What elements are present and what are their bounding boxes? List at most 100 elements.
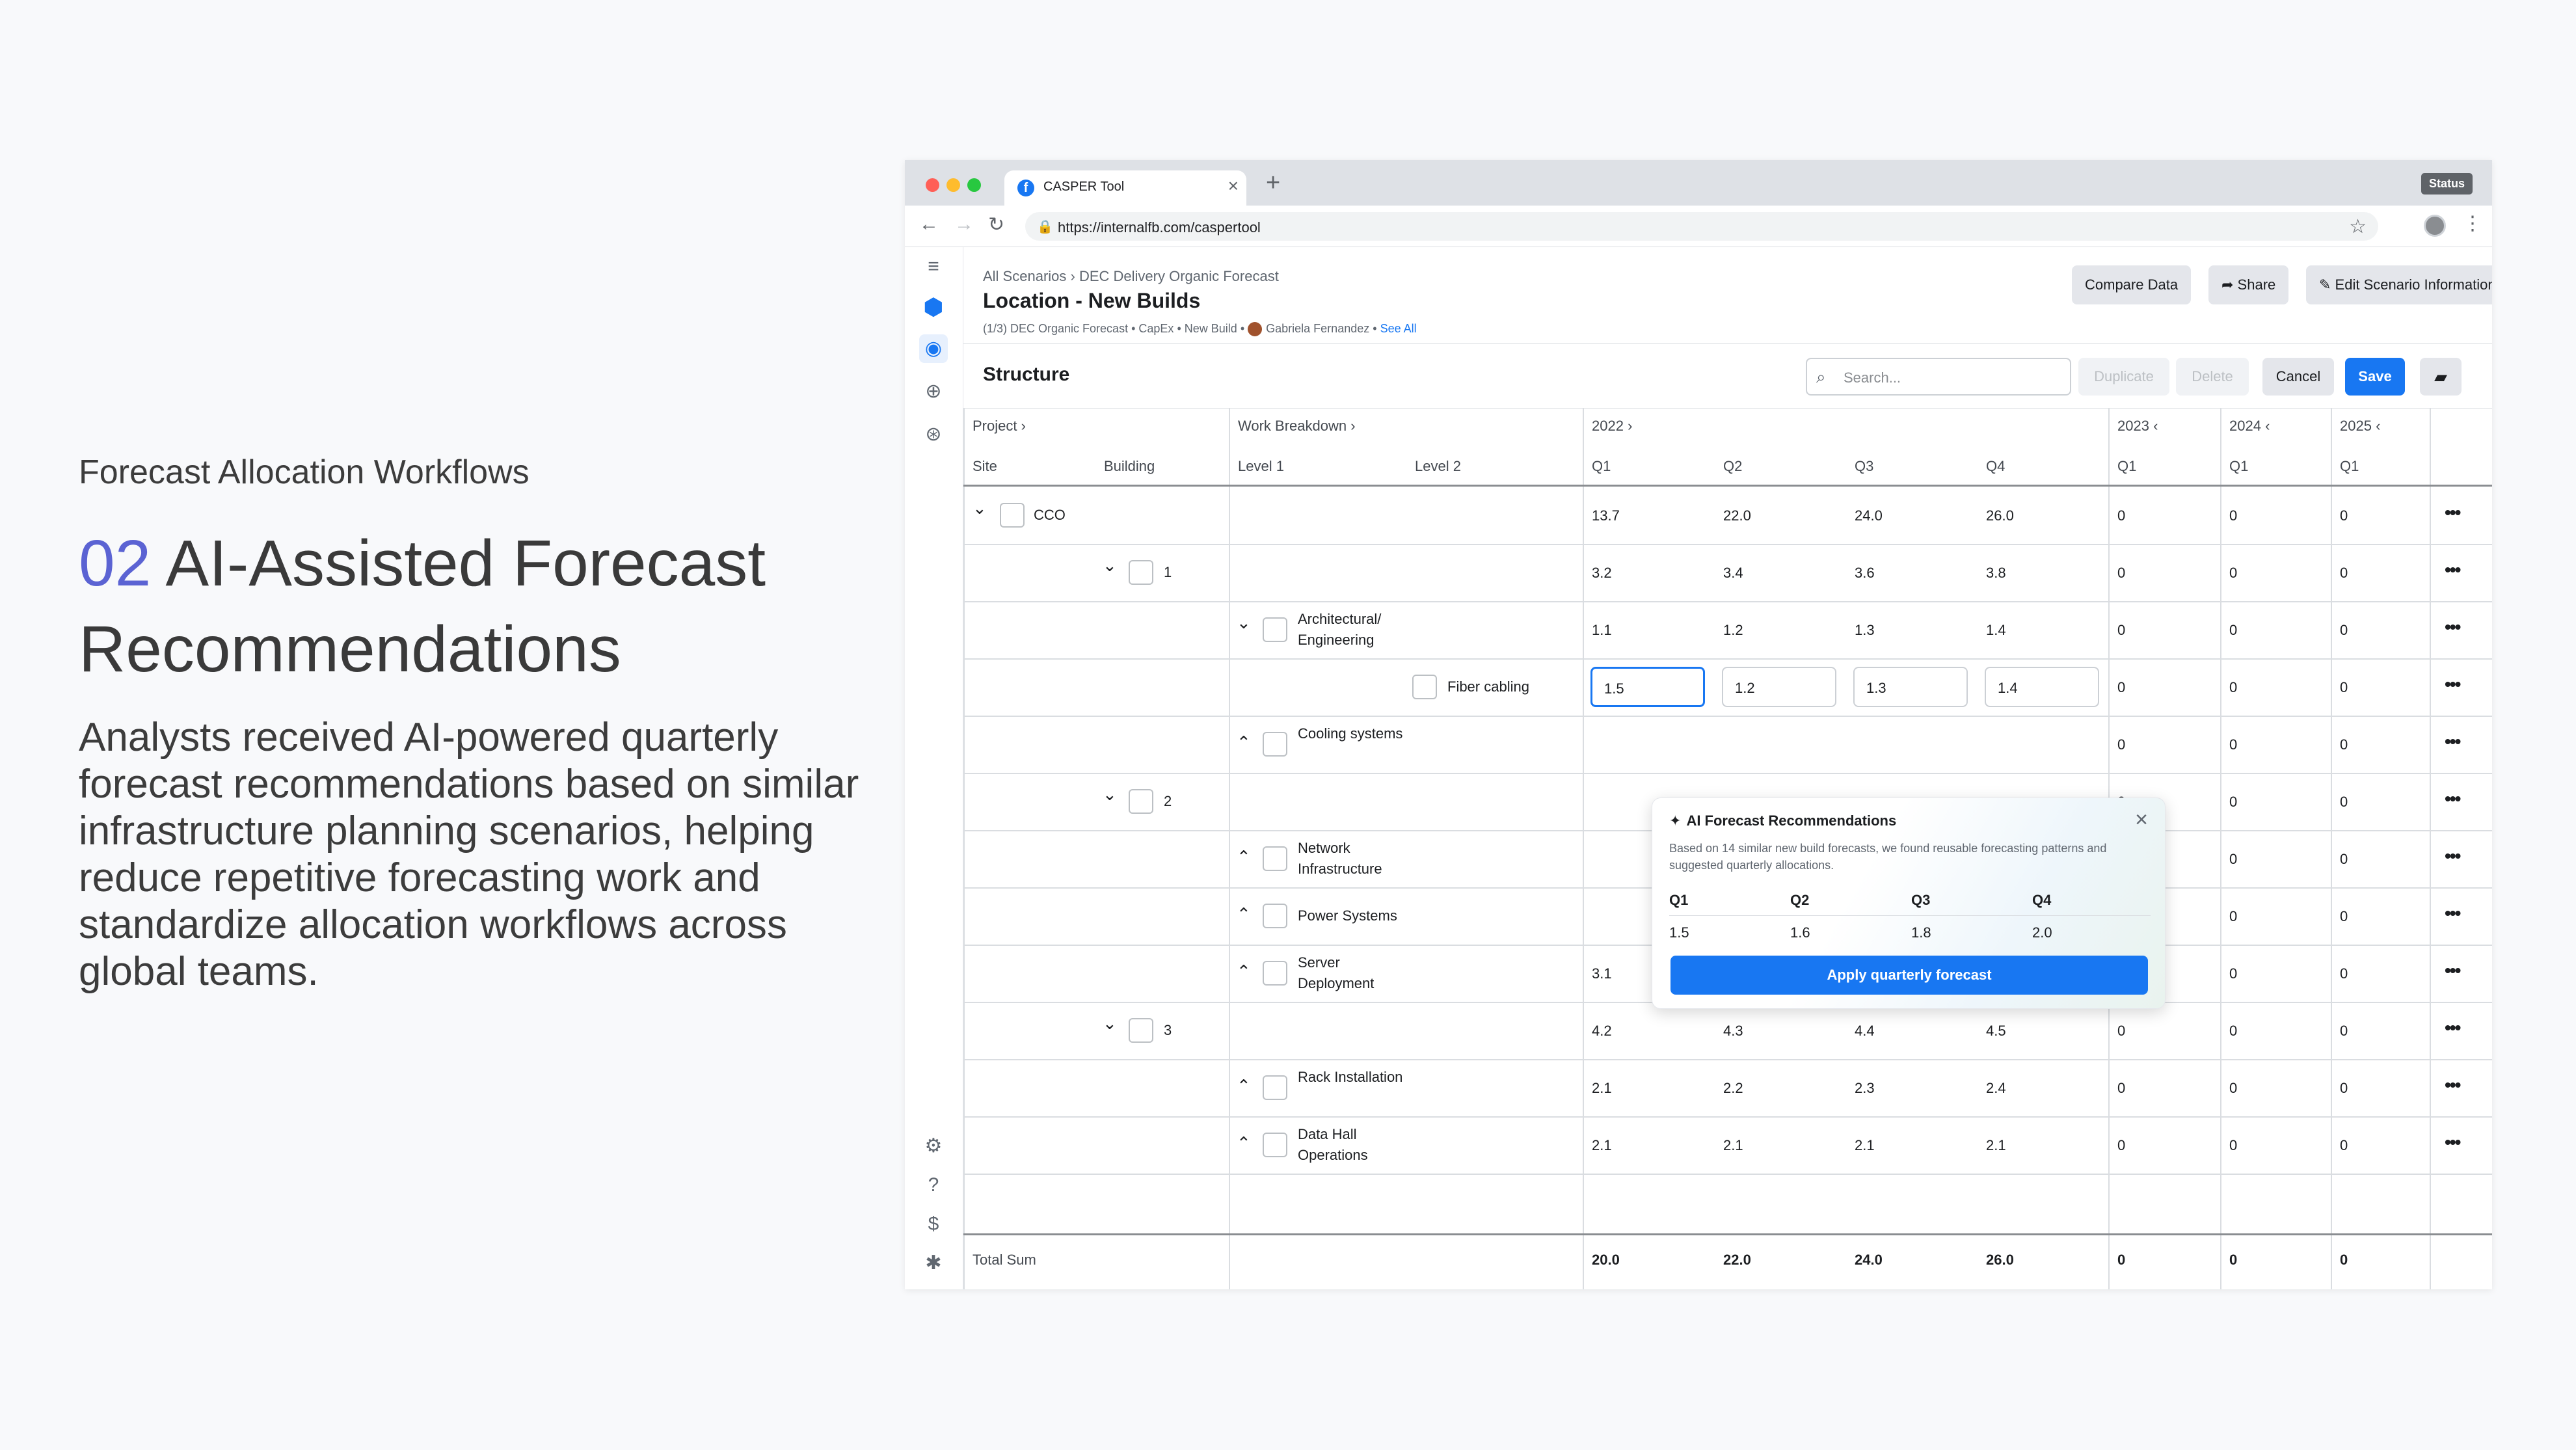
value-cell[interactable]: 0: [2229, 1137, 2238, 1153]
row-checkbox[interactable]: [1263, 1133, 1287, 1157]
chevron-up-icon[interactable]: ⌃: [1237, 847, 1251, 866]
profile-avatar[interactable]: [2424, 215, 2446, 237]
forecast-nav-icon[interactable]: ◉: [919, 334, 948, 363]
compare-data-button[interactable]: Compare Data: [2072, 265, 2192, 304]
value-cell[interactable]: 24.0: [1855, 507, 1883, 524]
see-all-link[interactable]: See All: [1380, 322, 1417, 335]
search-input[interactable]: ⌕ Search...: [1806, 358, 2071, 396]
value-cell[interactable]: 3.2: [1592, 565, 1612, 581]
value-cell[interactable]: 0: [2117, 1137, 2126, 1153]
maximize-window-dot[interactable]: [967, 178, 981, 192]
value-cell[interactable]: 26.0: [1986, 507, 2014, 524]
value-cell[interactable]: 1.4: [1986, 622, 2006, 638]
row-checkbox[interactable]: [1129, 560, 1153, 585]
value-cell[interactable]: 0: [2117, 507, 2126, 524]
value-cell[interactable]: 0: [2117, 1080, 2126, 1096]
value-cell[interactable]: 0: [2340, 851, 2348, 867]
value-cell[interactable]: 0: [2229, 794, 2238, 810]
forward-arrow-icon[interactable]: →: [954, 213, 974, 235]
forecast-input-q1[interactable]: 1.5: [1590, 667, 1705, 707]
back-arrow-icon[interactable]: ←: [919, 213, 939, 235]
value-cell[interactable]: 0: [2229, 679, 2238, 695]
value-cell[interactable]: 0: [2340, 908, 2348, 924]
value-cell[interactable]: 0: [2229, 1080, 2238, 1096]
chevron-down-icon[interactable]: ⌄: [1237, 613, 1251, 632]
value-cell[interactable]: 2.3: [1855, 1080, 1875, 1096]
reload-icon[interactable]: ↻: [988, 214, 1005, 235]
more-options-icon[interactable]: •••: [2445, 1132, 2461, 1152]
close-tab-icon[interactable]: ×: [1228, 176, 1239, 196]
chevron-down-icon[interactable]: ⌄: [973, 498, 987, 518]
currency-nav-icon[interactable]: ⊛: [925, 423, 942, 445]
value-cell[interactable]: 1.3: [1855, 622, 1875, 638]
close-window-dot[interactable]: [926, 178, 939, 192]
value-cell[interactable]: 2.4: [1986, 1080, 2006, 1096]
row-checkbox[interactable]: [1412, 675, 1437, 699]
row-checkbox[interactable]: [1263, 617, 1287, 642]
save-button[interactable]: Save: [2345, 358, 2405, 396]
dollar-nav-icon[interactable]: ⊕: [925, 381, 942, 402]
row-checkbox[interactable]: [1263, 732, 1287, 757]
row-checkbox[interactable]: [1263, 904, 1287, 928]
value-cell[interactable]: 0: [2117, 565, 2126, 581]
chevron-up-icon[interactable]: ⌃: [1237, 1133, 1251, 1153]
value-cell[interactable]: 0: [2340, 1137, 2348, 1153]
row-checkbox[interactable]: [1129, 789, 1153, 814]
value-cell[interactable]: 0: [2340, 736, 2348, 753]
header-year-2023[interactable]: 2023 ‹: [2117, 418, 2158, 434]
value-cell[interactable]: 0: [2117, 679, 2126, 695]
value-cell[interactable]: 0: [2229, 565, 2238, 581]
row-checkbox[interactable]: [1263, 961, 1287, 986]
row-checkbox[interactable]: [1263, 846, 1287, 871]
chevron-up-icon[interactable]: ⌃: [1237, 904, 1251, 924]
value-cell[interactable]: 0: [2340, 1080, 2348, 1096]
value-cell[interactable]: 0: [2117, 1023, 2126, 1039]
value-cell[interactable]: 3.6: [1855, 565, 1875, 581]
forecast-input-q3[interactable]: 1.3: [1853, 667, 1968, 707]
row-checkbox[interactable]: [1000, 503, 1025, 528]
chevron-up-icon[interactable]: ⌃: [1237, 1076, 1251, 1095]
chevron-down-icon[interactable]: ⌄: [1103, 556, 1117, 575]
value-cell[interactable]: 0: [2229, 622, 2238, 638]
more-options-icon[interactable]: •••: [2445, 1075, 2461, 1095]
value-cell[interactable]: 0: [2117, 622, 2126, 638]
breadcrumb-current[interactable]: DEC Delivery Organic Forecast: [1079, 268, 1279, 284]
chevron-up-icon[interactable]: ⌃: [1237, 732, 1251, 752]
bug-report-icon[interactable]: ✱: [925, 1252, 942, 1274]
more-options-icon[interactable]: •••: [2445, 731, 2461, 751]
more-options-icon[interactable]: •••: [2445, 960, 2461, 980]
apply-forecast-button[interactable]: Apply quarterly forecast: [1670, 956, 2148, 995]
value-cell[interactable]: 0: [2340, 965, 2348, 982]
delete-button[interactable]: Delete: [2176, 358, 2249, 396]
breadcrumb-root[interactable]: All Scenarios: [983, 268, 1067, 284]
value-cell[interactable]: 13.7: [1592, 507, 1620, 524]
value-cell[interactable]: 22.0: [1723, 507, 1751, 524]
forecast-input-q2[interactable]: 1.2: [1722, 667, 1836, 707]
value-cell[interactable]: 0: [2340, 507, 2348, 524]
more-options-icon[interactable]: •••: [2445, 674, 2461, 694]
value-cell[interactable]: 4.4: [1855, 1023, 1875, 1039]
row-checkbox[interactable]: [1129, 1018, 1153, 1043]
header-year-2022[interactable]: 2022 ›: [1592, 418, 1633, 434]
forecast-input-q4[interactable]: 1.4: [1985, 667, 2099, 707]
header-work-breakdown[interactable]: Work Breakdown ›: [1238, 418, 1356, 434]
hamburger-menu-icon[interactable]: ≡: [928, 256, 939, 277]
chevron-down-icon[interactable]: ⌄: [1103, 1014, 1117, 1033]
value-cell[interactable]: 0: [2229, 908, 2238, 924]
more-options-icon[interactable]: •••: [2445, 903, 2461, 923]
share-button[interactable]: ➦ Share: [2208, 265, 2289, 304]
more-options-icon[interactable]: •••: [2445, 559, 2461, 580]
bookmark-star-icon[interactable]: ☆: [2349, 216, 2367, 237]
value-cell[interactable]: 2.2: [1723, 1080, 1743, 1096]
cancel-button[interactable]: Cancel: [2262, 358, 2334, 396]
value-cell[interactable]: 2.1: [1855, 1137, 1875, 1153]
edit-scenario-button[interactable]: ✎ Edit Scenario Information: [2306, 265, 2492, 304]
panel-toggle-icon[interactable]: ▣: [919, 1287, 948, 1289]
settings-gear-icon[interactable]: ⚙: [924, 1135, 943, 1157]
value-cell[interactable]: 3.1: [1592, 965, 1612, 982]
value-cell[interactable]: 0: [2229, 507, 2238, 524]
header-project[interactable]: Project ›: [973, 418, 1026, 434]
comment-icon[interactable]: ▰: [2420, 358, 2462, 396]
value-cell[interactable]: 2.1: [1986, 1137, 2006, 1153]
value-cell[interactable]: 0: [2117, 736, 2126, 753]
